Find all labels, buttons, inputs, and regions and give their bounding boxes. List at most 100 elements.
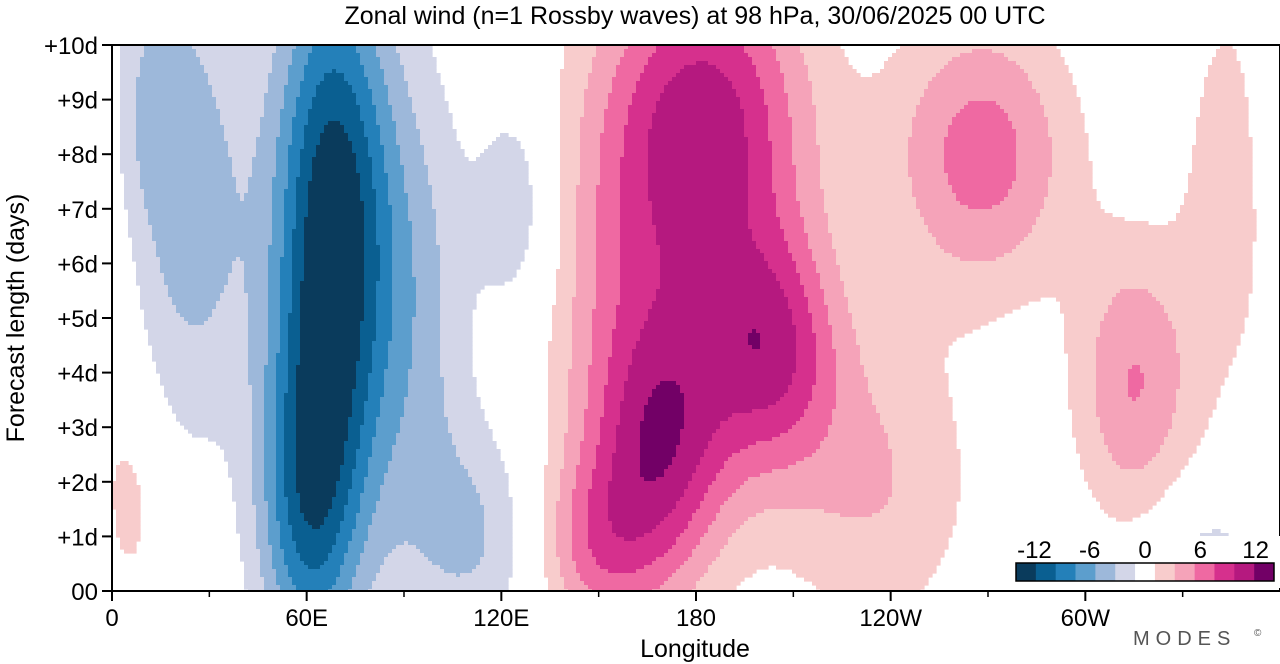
contour-cell xyxy=(300,297,365,302)
contour-cell xyxy=(576,565,601,570)
contour-cell xyxy=(432,189,533,194)
contour-cell xyxy=(368,81,385,86)
contour-cell xyxy=(384,481,473,486)
contour-cell xyxy=(1016,129,1049,134)
contour-cell xyxy=(124,189,145,194)
contour-cell xyxy=(836,369,865,374)
contour-cell xyxy=(360,425,377,430)
contour-cell xyxy=(276,469,285,474)
contour-cell xyxy=(324,521,341,526)
contour-cell xyxy=(264,449,277,454)
contour-cell xyxy=(792,381,817,386)
contour-cell xyxy=(392,253,413,258)
contour-cell xyxy=(264,437,277,442)
contour-cell xyxy=(300,321,361,326)
contour-cell xyxy=(344,453,357,458)
contour-cell xyxy=(1008,117,1049,122)
contour-cell xyxy=(312,49,357,54)
contour-cell xyxy=(272,217,285,222)
contour-cell xyxy=(816,369,837,374)
contour-cell xyxy=(796,337,817,342)
contour-cell xyxy=(120,81,137,86)
contour-cell xyxy=(608,513,669,518)
contour-cell xyxy=(944,249,1013,254)
contour-cell xyxy=(252,413,265,418)
contour-cell xyxy=(360,117,377,122)
contour-cell xyxy=(544,553,557,558)
contour-cell xyxy=(236,521,257,526)
contour-cell xyxy=(440,261,521,266)
contour-cell xyxy=(580,157,601,162)
contour-cell xyxy=(392,449,457,454)
contour-cell xyxy=(344,125,365,130)
contour-cell xyxy=(244,273,269,278)
contour-cell xyxy=(276,485,285,490)
contour-cell xyxy=(744,125,769,130)
contour-cell xyxy=(356,369,373,374)
colorbar-swatch xyxy=(1035,563,1056,581)
contour-cell xyxy=(1176,337,1241,342)
contour-cell xyxy=(272,225,285,230)
contour-cell xyxy=(744,521,957,526)
contour-cell xyxy=(604,409,621,414)
contour-cell xyxy=(260,133,281,138)
contour-cell xyxy=(816,121,913,126)
contour-cell xyxy=(732,413,805,418)
contour-cell xyxy=(284,473,297,478)
contour-cell xyxy=(184,317,209,322)
contour-cell xyxy=(912,193,957,198)
contour-cell xyxy=(116,477,137,482)
contour-cell xyxy=(392,241,413,246)
contour-cell xyxy=(372,89,389,94)
contour-cell xyxy=(296,473,341,478)
contour-cell xyxy=(296,377,357,382)
contour-cell xyxy=(1140,365,1181,370)
contour-cell xyxy=(1096,353,1181,358)
contour-cell xyxy=(288,565,309,570)
contour-cell xyxy=(788,249,813,254)
contour-cell xyxy=(612,81,637,86)
contour-cell xyxy=(720,549,945,554)
contour-cell xyxy=(612,333,641,338)
contour-cell xyxy=(1020,65,1069,70)
contour-cell xyxy=(376,509,485,514)
contour-cell xyxy=(412,233,437,238)
contour-cell xyxy=(576,189,597,194)
contour-cell xyxy=(992,205,1045,210)
contour-cell xyxy=(736,529,953,534)
contour-cell xyxy=(328,513,345,518)
contour-cell xyxy=(924,89,1037,94)
contour-cell xyxy=(1072,425,1101,430)
contour-cell xyxy=(392,265,413,270)
contour-cell xyxy=(952,253,1005,258)
contour-cell xyxy=(360,509,377,514)
contour-cell xyxy=(128,225,153,230)
contour-cell xyxy=(960,109,1005,114)
contour-cell xyxy=(364,305,377,310)
contour-cell xyxy=(416,297,441,302)
contour-cell xyxy=(560,493,573,498)
contour-cell xyxy=(596,225,621,230)
contour-cell xyxy=(620,285,661,290)
contour-cell xyxy=(1016,153,1053,158)
contour-cell xyxy=(560,213,577,218)
contour-cell xyxy=(352,141,369,146)
contour-cell xyxy=(832,241,937,246)
contour-cell xyxy=(156,241,273,246)
contour-cell xyxy=(484,529,513,534)
contour-cell xyxy=(236,529,257,534)
contour-cell xyxy=(296,201,309,206)
contour-cell xyxy=(596,277,621,282)
contour-cell xyxy=(640,77,673,82)
contour-cell xyxy=(912,129,949,134)
contour-cell xyxy=(708,61,753,66)
contour-cell xyxy=(1196,117,1249,122)
contour-cell xyxy=(1144,381,1181,386)
contour-cell xyxy=(560,249,577,254)
contour-cell xyxy=(612,529,653,534)
contour-cell xyxy=(612,77,641,82)
contour-cell xyxy=(408,389,445,394)
contour-cell xyxy=(164,385,253,390)
contour-cell xyxy=(484,509,513,514)
contour-cell xyxy=(780,397,813,402)
